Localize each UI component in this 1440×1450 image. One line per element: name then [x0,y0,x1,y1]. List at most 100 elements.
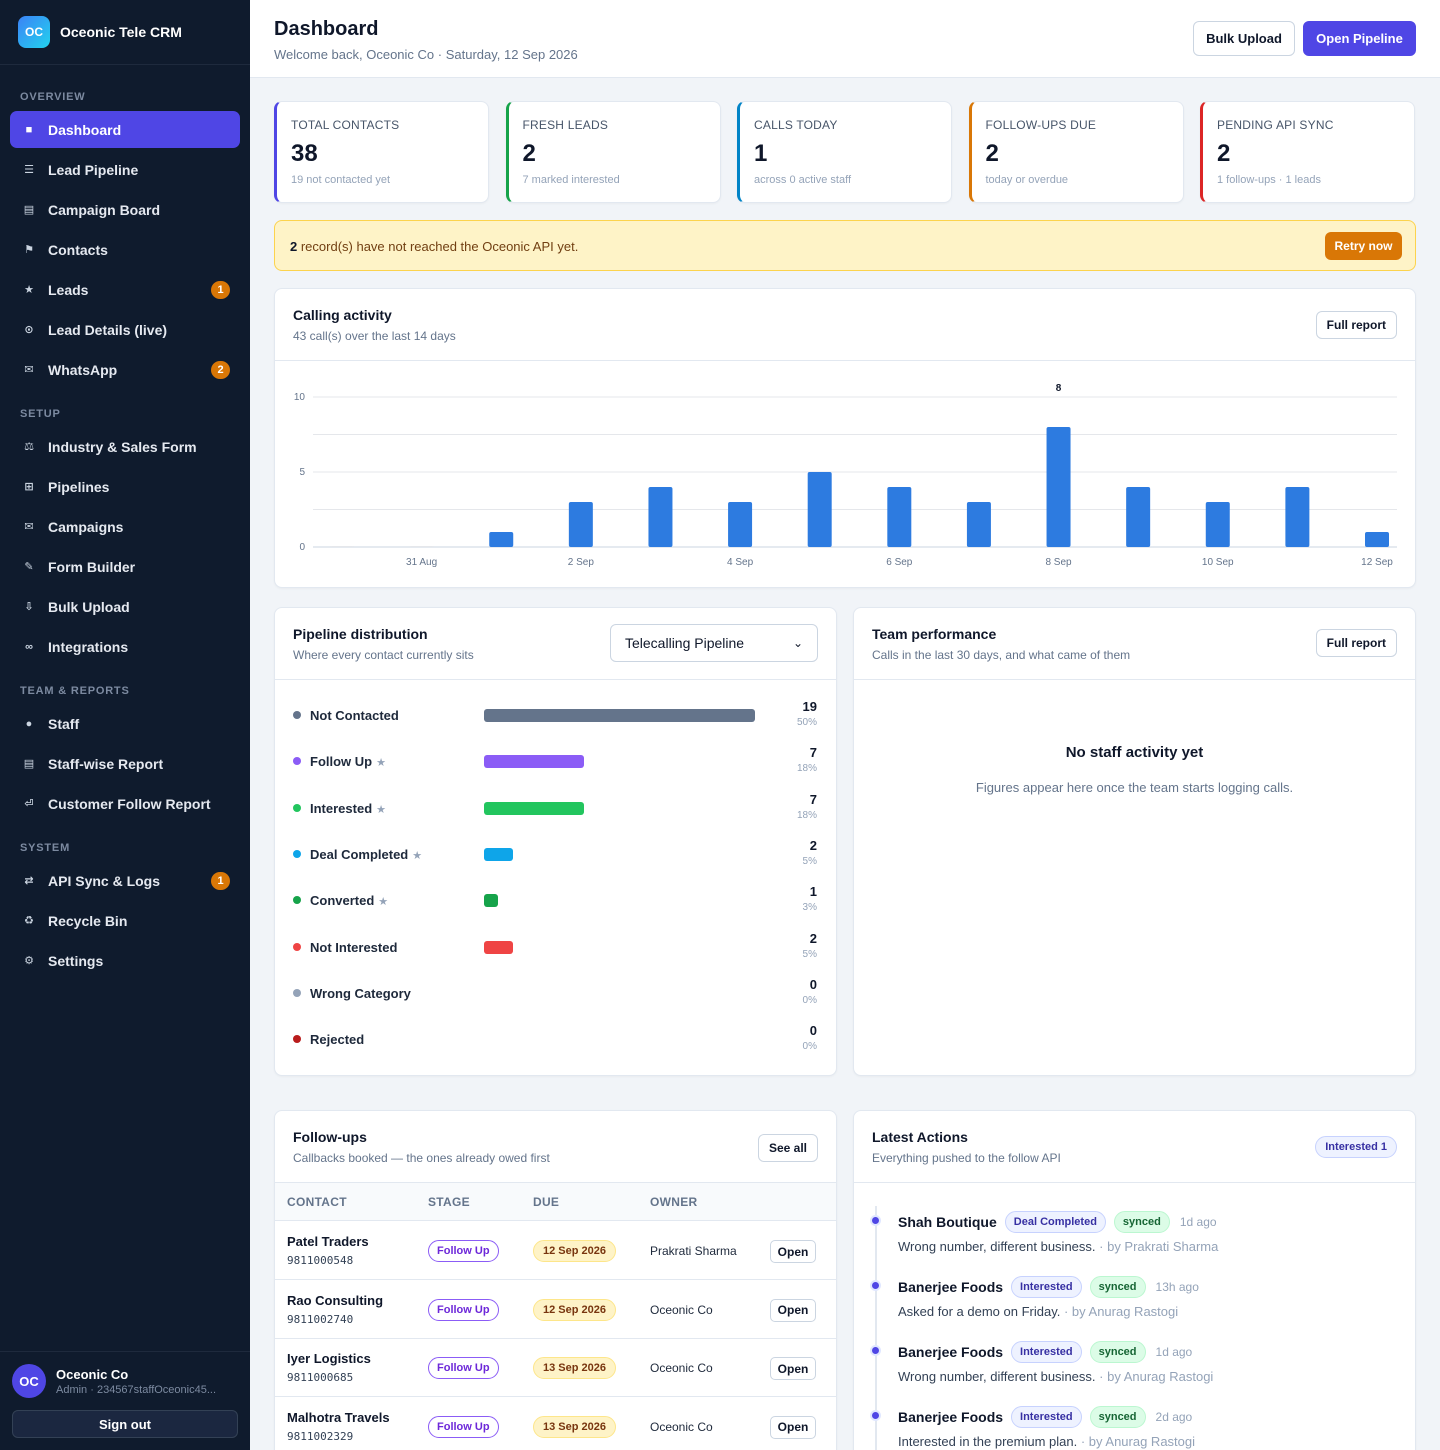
note-author: · by Anurag Rastogi [1095,1369,1214,1384]
bar-30-aug [330,546,354,547]
stage-count: 0 [809,1023,817,1039]
open-button[interactable]: Open [770,1357,816,1380]
sidebar-item-customer-follow-report[interactable]: ⏎ Customer Follow Report [10,785,240,822]
bulk-upload-button[interactable]: Bulk Upload [1193,21,1295,56]
stage-pill: Follow Up [428,1240,499,1262]
x-tick-label: 12 Sep [1361,557,1393,568]
nav-section-title: SETUP [20,408,61,420]
pipeline-stage-label: Not Contacted [310,708,399,723]
open-button[interactable]: Open [770,1240,816,1263]
sidebar-item-recycle-bin[interactable]: ♻ Recycle Bin [10,902,240,939]
empty-title: No staff activity yet [1065,744,1204,761]
sidebar-item-label: Dashboard [48,121,122,138]
bar-11-sep [1285,487,1310,547]
stat-value: 1 [754,140,768,167]
stat-subtext: 1 follow-ups · 1 leads [1217,174,1321,186]
sidebar-item-form-builder[interactable]: ✎ Form Builder [10,548,240,585]
contact-name: Banerjee Foods [898,1279,1004,1295]
stat-value: 38 [291,140,318,167]
stage-name: Rejected [310,1032,365,1048]
full-report-button[interactable]: Full report [1315,311,1397,339]
open-button[interactable]: Open [770,1298,816,1322]
owner-name: Oceonic Co [650,1419,713,1434]
pipeline-stage-label: Deal Completed ★ [310,847,422,862]
alert-text: 2 record(s) have not reached the Oceonic… [290,239,578,254]
sidebar-item-whatsapp[interactable]: ✉ WhatsApp 2 [10,351,240,388]
sidebar-nav: OVERVIEW ■ Dashboard ☰ Lead Pipeline ▤ Campaig… [0,91,250,979]
sign-out-button[interactable]: Sign out [12,1410,238,1438]
status-dot [293,803,301,812]
sidebar-item-lead-pipeline[interactable]: ☰ Lead Pipeline [10,151,240,188]
sidebar-item-campaigns[interactable]: ✉ Campaigns [10,508,240,545]
open-pipeline-button[interactable]: Open Pipeline [1303,21,1416,56]
action-item: Banerjee Foods Interested synced 13h ago Ask… [854,1268,1415,1333]
sidebar-item-dashboard[interactable]: ■ Dashboard [10,111,240,148]
sidebar-item-contacts[interactable]: ⚑ Contacts [10,231,240,268]
timeline-dot [870,1410,881,1421]
whatsapp-icon: ✉ [24,364,34,376]
open-button[interactable]: Open [770,1415,816,1439]
sidebar: OC Oceonic Tele CRM OVERVIEW ■ Dashboard ☰ L… [0,0,250,1450]
sidebar-item-label: Staff [48,715,80,732]
pipeline-stage-label: Follow Up ★ [310,754,386,769]
full-report-button[interactable]: Full report [1315,629,1397,657]
sidebar-item-staff-wise-report[interactable]: ▤ Staff-wise Report [10,745,240,782]
sidebar-item-settings[interactable]: ⚙ Settings [10,942,240,979]
stage-percent: 18% [796,809,817,821]
sidebar-item-leads[interactable]: ★ Leads 1 [10,271,240,308]
stage-percent: 18% [796,763,817,775]
bar-3-sep [648,487,673,547]
star-icon: ★ [376,803,387,816]
stage-percent: 5% [802,855,817,867]
note-text: Wrong number, different business. [898,1369,1096,1384]
contact-name: Iyer Logistics [287,1351,371,1366]
sidebar-item-label: Recycle Bin [48,912,128,929]
count-badge: 1 [211,281,230,299]
peak-value-label: 8 [1056,383,1062,394]
sidebar-item-lead-details-live[interactable]: ⊙ Lead Details (live) [10,311,240,348]
avatar: OC [12,1364,46,1398]
contact-name: Banerjee Foods [898,1344,1004,1360]
pipeline-row: Rejected 0 0% [275,1020,835,1060]
page-subtitle: Welcome back, Oceonic Co · Saturday, 12 … [274,47,578,62]
due-date-pill: 13 Sep 2026 [533,1415,616,1438]
sidebar-item-staff[interactable]: ● Staff [10,705,240,742]
integrations-icon: ∞ [25,640,33,653]
sidebar-item-industry-sales-form[interactable]: ⚖ Industry & Sales Form [10,428,240,465]
card-subtitle: Calls in the last 30 days, and what came… [872,648,1131,662]
stage-percent: 5% [802,948,817,960]
card-subtitle: Everything pushed to the follow API [872,1151,1061,1165]
card-subtitle: 43 call(s) over the last 14 days [293,329,456,343]
card-title: Latest Actions [872,1129,968,1145]
stat-subtext: across 0 active staff [754,174,852,186]
stat-value: 2 [522,140,536,167]
sidebar-item-label: Integrations [48,638,129,655]
x-tick-label: 31 Aug [406,557,437,568]
pipeline-select[interactable]: Telecalling Pipeline ⌄ [610,624,818,662]
industry-icon: ⚖ [24,441,34,453]
card-header: Calling activity 43 call(s) over the las… [275,289,1415,361]
card-header: Latest Actions Everything pushed to the … [854,1111,1415,1183]
contacts-icon: ⚑ [24,244,34,256]
stat-value: 2 [985,140,999,167]
stage-count: 1 [809,884,817,900]
sidebar-item-campaign-board[interactable]: ▤ Campaign Board [10,191,240,228]
stage-pill: Follow Up [428,1357,499,1379]
stage-name: Not Contacted [310,708,399,723]
note-author: · by Prakrati Sharma [1095,1239,1219,1254]
calling-chart: 0 5 10 31 Aug 2 Sep 4 Sep 6 Sep 8 Sep 10 Sep 12 S… [294,383,1397,568]
sidebar-item-label: Industry & Sales Form [48,438,197,455]
see-all-button[interactable]: See all [757,1134,818,1162]
sidebar-item-pipelines[interactable]: ⊞ Pipelines [10,468,240,505]
owner-name: Oceonic Co [650,1302,713,1317]
sidebar-item-integrations[interactable]: ∞ Integrations [10,628,240,665]
pipeline-select-value: Telecalling Pipeline [625,635,745,651]
retry-button[interactable]: Retry now [1325,232,1402,260]
owner-name: Prakrati Sharma [650,1244,737,1258]
card-title: Follow-ups [293,1129,367,1145]
sidebar-item-api-sync-logs[interactable]: ⇄ API Sync & Logs 1 [10,862,240,899]
contact-phone: 9811002329 [287,1429,354,1443]
live-icon: ⊙ [24,324,34,336]
action-item: Banerjee Foods Interested synced 2d ago Inte… [854,1398,1415,1450]
sidebar-item-bulk-upload[interactable]: ⇩ Bulk Upload [10,588,240,625]
